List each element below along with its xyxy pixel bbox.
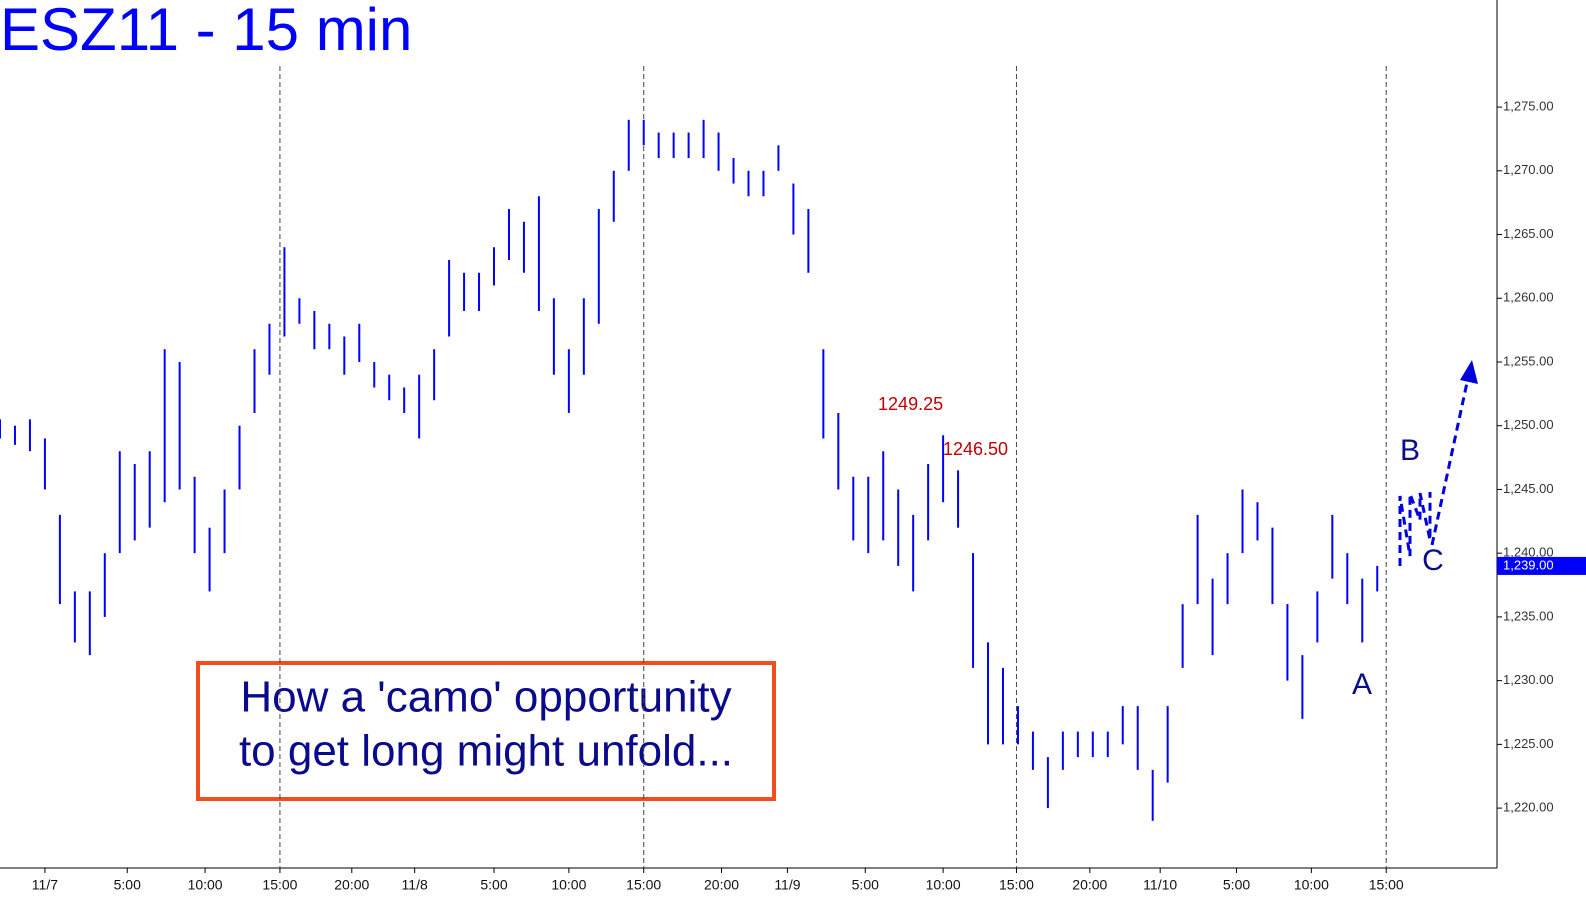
y-tick-label: 1,250.00 xyxy=(1503,417,1554,432)
projection-arrow xyxy=(1430,377,1470,546)
x-tick-label: 11/10 xyxy=(1143,877,1177,893)
x-tick-label: 10:00 xyxy=(926,877,961,893)
price-label: 1246.50 xyxy=(943,439,1008,459)
y-tick-label: 1,255.00 xyxy=(1503,353,1554,368)
chart-title: ESZ11 - 15 min xyxy=(0,0,412,63)
projection-path xyxy=(1398,492,1432,566)
wave-label: A xyxy=(1352,668,1372,701)
wave-label: B xyxy=(1400,434,1420,467)
x-tick-label: 11/9 xyxy=(774,877,800,893)
y-tick-label: 1,225.00 xyxy=(1503,736,1554,751)
x-tick-label: 15:00 xyxy=(1369,877,1404,893)
x-tick-label: 11/7 xyxy=(32,877,58,893)
x-tick-label: 11/8 xyxy=(402,877,428,893)
y-tick-label: 1,220.00 xyxy=(1503,800,1554,815)
x-tick-label: 5:00 xyxy=(1223,877,1250,893)
y-tick-label: 1,260.00 xyxy=(1503,290,1554,305)
wave-label: C xyxy=(1422,544,1444,577)
x-tick-label: 20:00 xyxy=(704,877,739,893)
y-tick-label: 1,235.00 xyxy=(1503,608,1554,623)
y-tick-label: 1,275.00 xyxy=(1503,99,1554,114)
x-tick-label: 15:00 xyxy=(262,877,297,893)
y-tick-label: 1,245.00 xyxy=(1503,481,1554,496)
arrow-head xyxy=(1460,360,1478,384)
x-tick-label: 10:00 xyxy=(551,877,586,893)
last-price-label: 1,239.00 xyxy=(1503,557,1554,572)
x-tick-label: 20:00 xyxy=(334,877,369,893)
x-tick-label: 5:00 xyxy=(852,877,879,893)
x-tick-label: 5:00 xyxy=(480,877,507,893)
last-price-tag xyxy=(1497,556,1586,575)
x-tick-label: 10:00 xyxy=(1294,877,1329,893)
x-tick-label: 10:00 xyxy=(188,877,223,893)
x-tick-label: 15:00 xyxy=(999,877,1034,893)
x-tick-label: 15:00 xyxy=(626,877,661,893)
y-tick-label: 1,240.00 xyxy=(1503,545,1554,560)
projection xyxy=(1398,377,1470,566)
note-line: How a 'camo' opportunity xyxy=(240,673,731,722)
y-tick-label: 1,265.00 xyxy=(1503,226,1554,241)
x-tick-label: 20:00 xyxy=(1072,877,1107,893)
price-label: 1249.25 xyxy=(878,394,943,414)
x-tick-label: 5:00 xyxy=(114,877,141,893)
note-box xyxy=(196,661,776,801)
y-tick-label: 1,270.00 xyxy=(1503,162,1554,177)
note-line: to get long might unfold... xyxy=(239,727,733,776)
y-tick-label: 1,230.00 xyxy=(1503,672,1554,687)
